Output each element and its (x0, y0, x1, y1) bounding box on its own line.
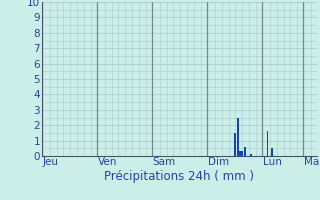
Bar (267, 131, 268, 156)
Bar (239, 151, 241, 156)
Bar (251, 154, 252, 156)
Bar (271, 148, 273, 156)
Bar (235, 133, 236, 156)
X-axis label: Précipitations 24h ( mm ): Précipitations 24h ( mm ) (104, 170, 254, 183)
Bar (244, 147, 245, 156)
Bar (241, 151, 243, 156)
Bar (237, 117, 239, 156)
